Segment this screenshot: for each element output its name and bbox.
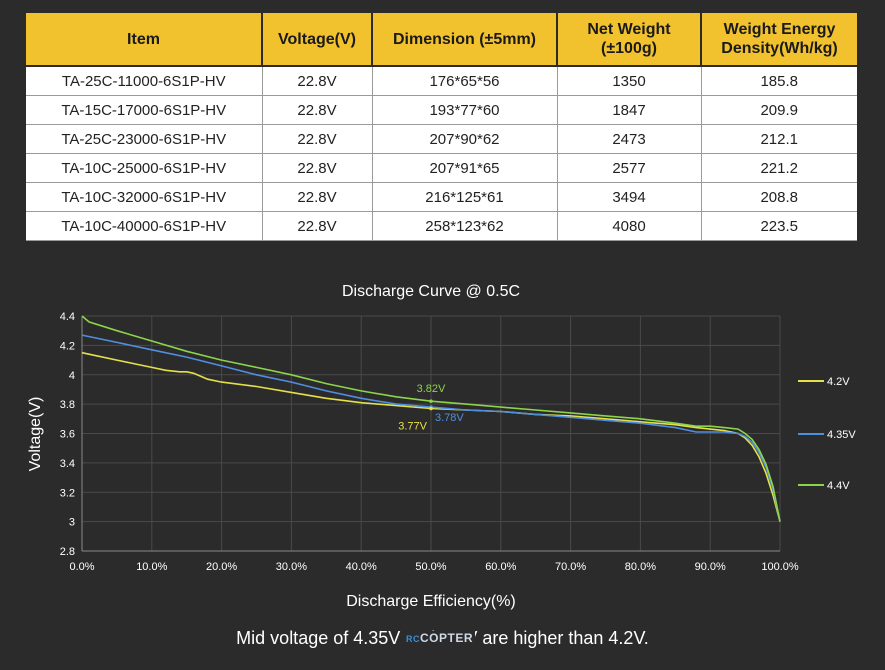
y-tick-label: 2.8	[60, 546, 75, 558]
x-tick-label: 100.0%	[761, 561, 799, 573]
cell-item: TA-15C-17000-6S1P-HV	[26, 95, 263, 125]
cell-voltage: 22.8V	[262, 153, 373, 183]
table-row: TA-10C-25000-6S1P-HV 22.8V 207*91*65 257…	[26, 153, 857, 183]
x-tick-label: 10.0%	[136, 561, 167, 573]
header-item: Item	[26, 13, 263, 67]
cell-voltage: 22.8V	[262, 66, 373, 96]
cell-density: 223.5	[701, 211, 857, 241]
cell-dimension: 207*91*65	[372, 153, 558, 183]
discharge-chart: Discharge Curve @ 0.5C Discharge Efficie…	[27, 283, 856, 610]
spec-table: Item Voltage(V) Dimension (±5mm) Net Wei…	[26, 13, 857, 241]
header-voltage: Voltage(V)	[262, 13, 373, 67]
chart-title: Discharge Curve @ 0.5C	[342, 283, 520, 300]
cell-item: TA-25C-23000-6S1P-HV	[26, 124, 263, 154]
legend-label: 4.4V	[827, 480, 850, 492]
y-tick-label: 4.2	[60, 340, 75, 352]
x-tick-label: 50.0%	[415, 561, 446, 573]
y-tick-label: 4	[69, 370, 75, 382]
header-dimension: Dimension (±5mm)	[372, 13, 558, 67]
x-tick-label: 90.0%	[695, 561, 726, 573]
cell-weight: 1847	[557, 95, 702, 125]
annotation-label: 3.82V	[417, 383, 446, 395]
x-tick-label: 40.0%	[346, 561, 377, 573]
annotation-marker	[429, 406, 433, 411]
cell-item: TA-10C-32000-6S1P-HV	[26, 182, 263, 212]
x-tick-label: 70.0%	[555, 561, 586, 573]
y-tick-label: 3.4	[60, 458, 75, 470]
y-tick-label: 4.4	[60, 311, 75, 323]
x-tick-label: 0.0%	[69, 561, 94, 573]
series-line-4-4V	[81, 315, 781, 522]
header-energy-density: Weight Energy Density(Wh/kg)	[701, 13, 857, 67]
cell-density: 185.8	[701, 66, 857, 96]
x-tick-label: 20.0%	[206, 561, 237, 573]
cell-voltage: 22.8V	[262, 124, 373, 154]
watermark-logo: RCCOPTER	[404, 631, 476, 645]
cell-dimension: 207*90*62	[372, 124, 558, 154]
cell-dimension: 176*65*56	[372, 66, 558, 96]
annotation-marker	[429, 399, 433, 403]
annotation-label: 3.77V	[398, 421, 427, 433]
table-header-row: Item Voltage(V) Dimension (±5mm) Net Wei…	[26, 13, 857, 67]
annotation-label: 3.78V	[435, 412, 464, 424]
table-row: TA-15C-17000-6S1P-HV 22.8V 193*77*60 184…	[26, 95, 857, 125]
cell-item: TA-25C-11000-6S1P-HV	[26, 66, 263, 96]
cell-weight: 1350	[557, 66, 702, 96]
cell-voltage: 22.8V	[262, 95, 373, 125]
y-tick-label: 3.8	[60, 399, 75, 411]
y-tick-label: 3	[69, 517, 75, 529]
cell-voltage: 22.8V	[262, 182, 373, 212]
table-row: TA-10C-32000-6S1P-HV 22.8V 216*125*61 34…	[26, 182, 857, 212]
cell-voltage: 22.8V	[262, 211, 373, 241]
legend-label: 4.35V	[827, 429, 856, 441]
table-row: TA-25C-23000-6S1P-HV 22.8V 207*90*62 247…	[26, 124, 857, 154]
cell-density: 221.2	[701, 153, 857, 183]
y-tick-label: 3.6	[60, 429, 75, 441]
x-tick-label: 30.0%	[276, 561, 307, 573]
y-tick-label: 3.2	[60, 487, 75, 499]
series-line-4-35V	[81, 334, 781, 522]
header-net-weight: Net Weight (±100g)	[557, 13, 702, 67]
chart-x-axis-label: Discharge Efficiency(%)	[346, 593, 516, 610]
cell-weight: 2473	[557, 124, 702, 154]
cell-density: 209.9	[701, 95, 857, 125]
chart-grid	[81, 315, 781, 552]
cell-item: TA-10C-25000-6S1P-HV	[26, 153, 263, 183]
chart-y-axis-label: Voltage(V)	[27, 397, 44, 472]
watermark-text: COPTER	[420, 631, 474, 645]
cell-weight: 3494	[557, 182, 702, 212]
cell-item: TA-10C-40000-6S1P-HV	[26, 211, 263, 241]
cell-dimension: 216*125*61	[372, 182, 558, 212]
cell-weight: 2577	[557, 153, 702, 183]
cell-density: 212.1	[701, 124, 857, 154]
table-row: TA-10C-40000-6S1P-HV 22.8V 258*123*62 40…	[26, 211, 857, 241]
cell-dimension: 258*123*62	[372, 211, 558, 241]
chart-annotations: 3.82V 3.78V 3.77V	[398, 383, 464, 432]
x-tick-label: 60.0%	[485, 561, 516, 573]
legend-label: 4.2V	[827, 376, 850, 388]
cell-dimension: 193*77*60	[372, 95, 558, 125]
chart-legend: 4.2V 4.35V 4.4V	[798, 376, 856, 492]
chart-ticks: 0.0% 10.0% 20.0% 30.0% 40.0% 50.0% 60.0% 70.0% 8…	[60, 311, 799, 573]
watermark-prefix: RC	[406, 634, 420, 644]
cell-density: 208.8	[701, 182, 857, 212]
cell-weight: 4080	[557, 211, 702, 241]
x-tick-label: 80.0%	[625, 561, 656, 573]
table-row: TA-25C-11000-6S1P-HV 22.8V 176*65*56 135…	[26, 66, 857, 96]
